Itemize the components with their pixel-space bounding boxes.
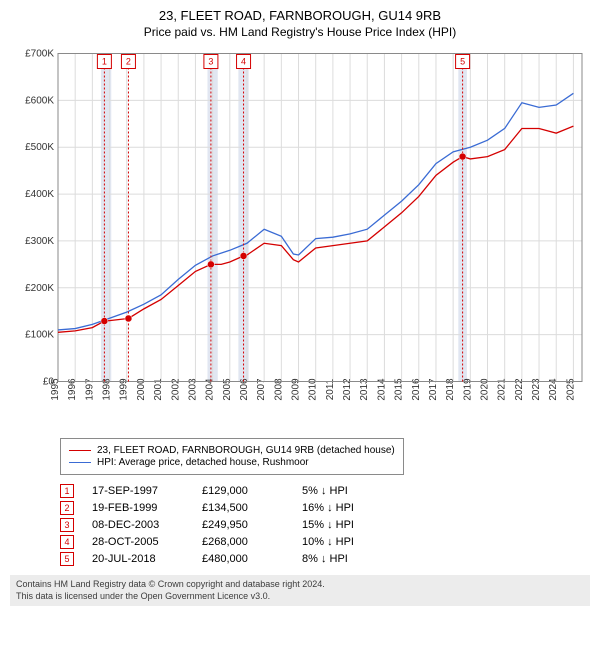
title-main: 23, FLEET ROAD, FARNBOROUGH, GU14 9RB <box>10 8 590 23</box>
transaction-dot <box>101 318 108 325</box>
page-container: 23, FLEET ROAD, FARNBOROUGH, GU14 9RB Pr… <box>0 0 600 650</box>
transaction-badge: 5 <box>60 552 74 566</box>
legend-item: 23, FLEET ROAD, FARNBOROUGH, GU14 9RB (d… <box>69 445 395 456</box>
marker-number: 5 <box>460 57 465 67</box>
marker-number: 3 <box>208 57 213 67</box>
transaction-price: £129,000 <box>202 485 302 497</box>
legend-item: HPI: Average price, detached house, Rush… <box>69 457 395 468</box>
transaction-badge: 4 <box>60 535 74 549</box>
title-sub: Price paid vs. HM Land Registry's House … <box>10 25 590 39</box>
y-tick-label: £100K <box>25 330 54 341</box>
y-tick-label: £300K <box>25 236 54 247</box>
title-block: 23, FLEET ROAD, FARNBOROUGH, GU14 9RB Pr… <box>10 8 590 45</box>
y-tick-label: £500K <box>25 142 54 153</box>
transaction-delta: 16% ↓ HPI <box>302 502 382 514</box>
transaction-delta: 15% ↓ HPI <box>302 519 382 531</box>
transaction-dot <box>459 153 466 160</box>
y-tick-label: £700K <box>25 49 54 60</box>
transaction-delta: 10% ↓ HPI <box>302 536 382 548</box>
transaction-date: 19-FEB-1999 <box>92 502 202 514</box>
transaction-row: 2 19-FEB-1999£134,50016% ↓ HPI <box>60 501 590 515</box>
chart-svg: £0£100K£200K£300K£400K£500K£600K£700K199… <box>10 45 590 430</box>
transaction-price: £134,500 <box>202 502 302 514</box>
marker-number: 2 <box>126 57 131 67</box>
transaction-date: 08-DEC-2003 <box>92 519 202 531</box>
transaction-price: £480,000 <box>202 553 302 565</box>
legend: 23, FLEET ROAD, FARNBOROUGH, GU14 9RB (d… <box>60 438 404 475</box>
transaction-row: 1 17-SEP-1997£129,0005% ↓ HPI <box>60 484 590 498</box>
transaction-badge: 2 <box>60 501 74 515</box>
transaction-date: 17-SEP-1997 <box>92 485 202 497</box>
transaction-date: 20-JUL-2018 <box>92 553 202 565</box>
footer: Contains HM Land Registry data © Crown c… <box>10 575 590 606</box>
footer-line2: This data is licensed under the Open Gov… <box>16 591 584 603</box>
marker-number: 4 <box>241 57 246 67</box>
transaction-row: 5 20-JUL-2018£480,0008% ↓ HPI <box>60 552 590 566</box>
transaction-dot <box>125 315 132 322</box>
y-tick-label: £200K <box>25 283 54 294</box>
chart: £0£100K£200K£300K£400K£500K£600K£700K199… <box>10 45 590 430</box>
transaction-price: £249,950 <box>202 519 302 531</box>
transaction-date: 28-OCT-2005 <box>92 536 202 548</box>
transaction-price: £268,000 <box>202 536 302 548</box>
transactions-table: 1 17-SEP-1997£129,0005% ↓ HPI 2 19-FEB-1999… <box>60 481 590 569</box>
transaction-badge: 3 <box>60 518 74 532</box>
legend-label: 23, FLEET ROAD, FARNBOROUGH, GU14 9RB (d… <box>97 445 395 456</box>
transaction-dot <box>207 261 214 268</box>
transaction-row: 4 28-OCT-2005£268,00010% ↓ HPI <box>60 535 590 549</box>
legend-swatch <box>69 450 91 451</box>
transaction-row: 3 08-DEC-2003£249,95015% ↓ HPI <box>60 518 590 532</box>
y-tick-label: £600K <box>25 95 54 106</box>
y-tick-label: £400K <box>25 189 54 200</box>
transaction-badge: 1 <box>60 484 74 498</box>
legend-swatch <box>69 462 91 463</box>
transaction-delta: 8% ↓ HPI <box>302 553 382 565</box>
transaction-dot <box>240 252 247 259</box>
legend-label: HPI: Average price, detached house, Rush… <box>97 457 309 468</box>
transaction-delta: 5% ↓ HPI <box>302 485 382 497</box>
marker-number: 1 <box>102 57 107 67</box>
footer-line1: Contains HM Land Registry data © Crown c… <box>16 579 584 591</box>
